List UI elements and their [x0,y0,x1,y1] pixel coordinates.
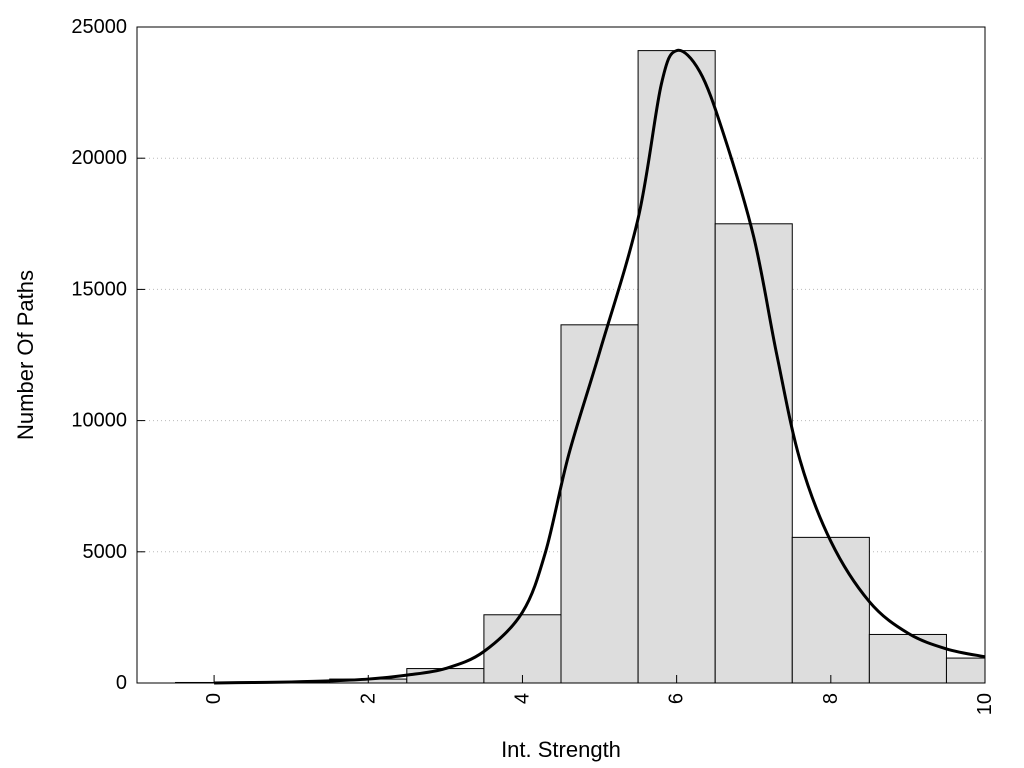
density-line [214,48,986,685]
x-tick-label: 4 [511,693,533,704]
x-tick-label: 10 [974,693,996,715]
x-tick-label: 8 [820,693,842,704]
y-tick-label: 0 [116,672,127,694]
x-axis: 0 2 4 6 8 10 [203,675,996,715]
plot-frame [136,26,986,684]
density-curve [214,48,986,685]
bar [560,324,639,684]
bar [868,633,947,684]
x-tick-label: 6 [666,693,688,704]
bars [175,50,986,684]
y-tick-label: 10000 [71,410,127,432]
y-axis: 0 5000 10000 15000 20000 25000 [71,16,145,694]
bar [791,536,870,684]
x-axis-label: Int. Strength [501,737,621,762]
bar [714,223,793,684]
x-tick-label: 0 [203,693,225,704]
bar [406,668,485,684]
y-tick-label: 25000 [71,16,127,38]
y-tick-label: 15000 [71,278,127,300]
x-tick-label: 2 [357,693,379,704]
y-tick-label: 20000 [71,147,127,169]
bar [483,614,562,684]
y-axis-label: Number Of Paths [13,270,38,440]
bar [945,657,986,684]
y-tick-label: 5000 [83,541,128,563]
